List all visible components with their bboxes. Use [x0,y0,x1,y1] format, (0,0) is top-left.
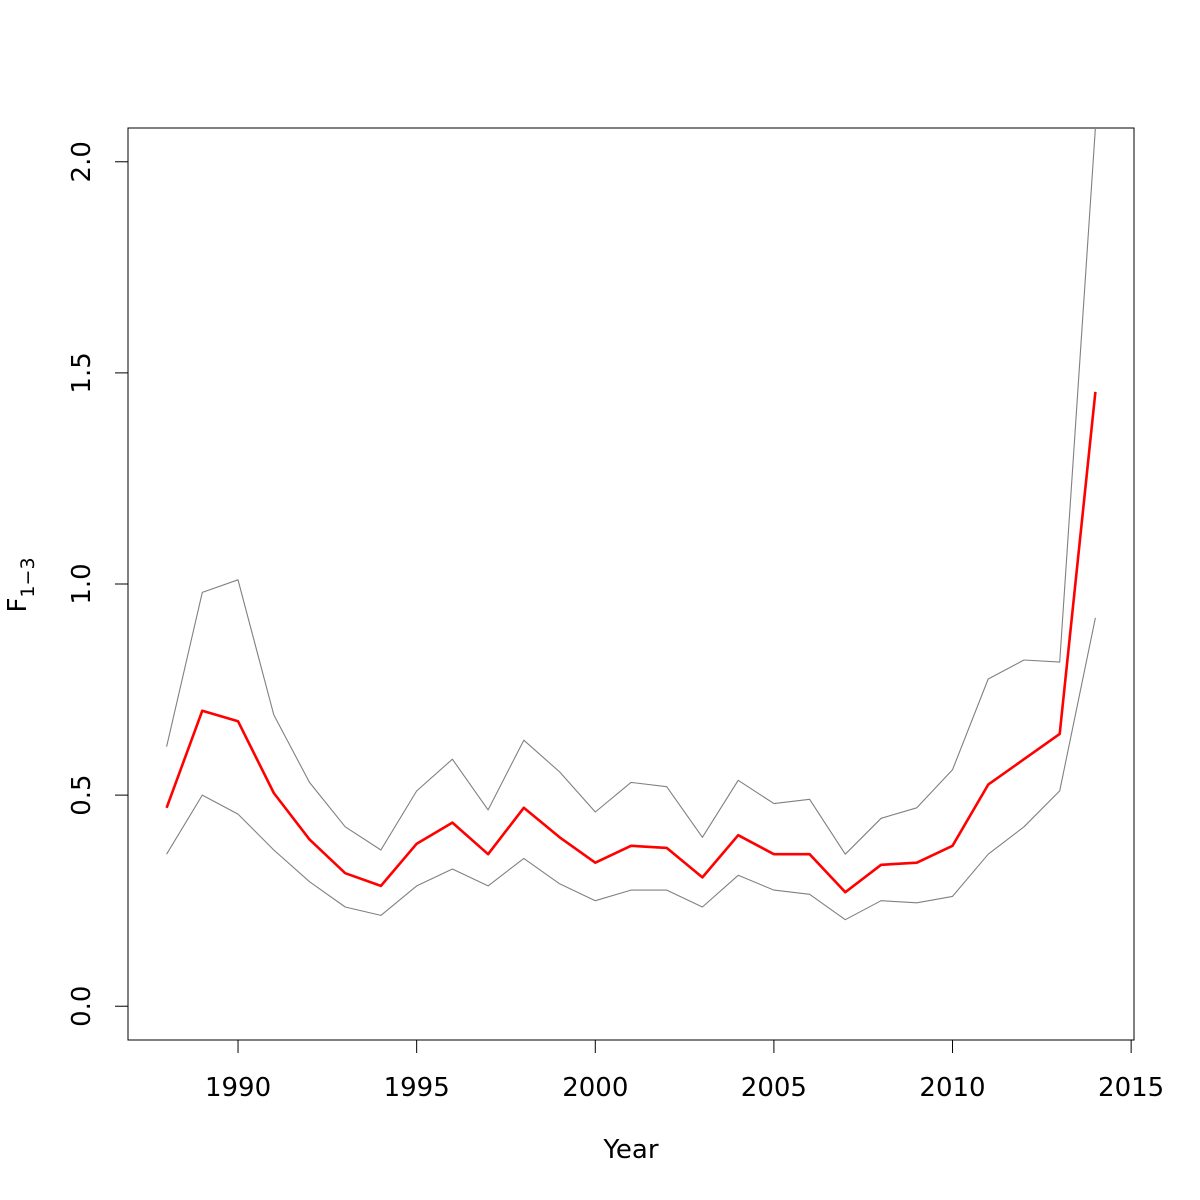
x-tick-label: 2015 [1098,1073,1164,1103]
y-axis-label-subscript: 1−3 [17,557,39,597]
x-tick-label: 2000 [562,1073,628,1103]
series-line-upper [166,128,1096,855]
x-tick-label: 1990 [205,1073,271,1103]
series-line-lower [166,617,1096,921]
y-tick-label: 0.0 [67,986,97,1027]
y-tick-label: 1.5 [67,352,97,393]
x-tick-label: 1995 [384,1073,450,1103]
y-tick-label: 1.0 [67,563,97,604]
x-tick-label: 2010 [919,1073,985,1103]
y-axis-label: F1−3 [3,557,39,612]
series-layer [165,128,1097,921]
y-tick-label: 2.0 [67,141,97,182]
x-axis-label: Year [602,1135,658,1165]
series-line-estimate [165,391,1097,894]
y-axis-label-main: F [3,598,33,613]
x-axis: 1990 1995 2000 2005 2010 2015 [205,1039,1164,1103]
plot-box [127,127,1135,1041]
x-tick-label: 2005 [741,1073,807,1103]
y-tick-label: 0.5 [67,774,97,815]
y-axis: 0.0 0.5 1.0 1.5 2.0 [67,141,129,1027]
